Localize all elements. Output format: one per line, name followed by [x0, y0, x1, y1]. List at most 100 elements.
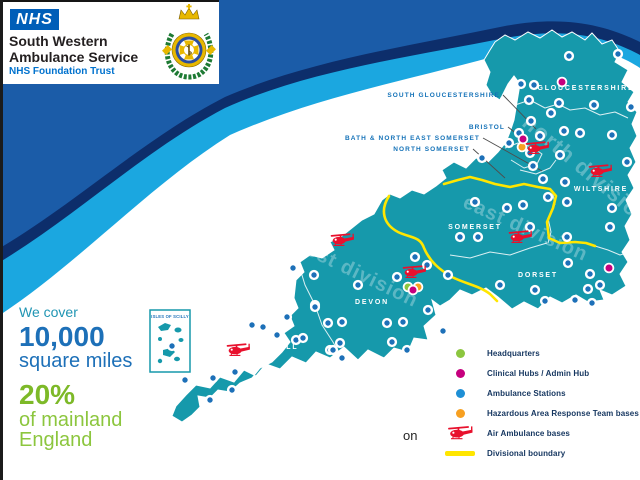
ambulance-station-marker [308, 269, 320, 281]
ambulance-station-marker [534, 130, 546, 142]
ambulance-station-marker [454, 231, 466, 243]
ambulance-station-marker [391, 271, 403, 283]
stat-percent-line1: of mainland [19, 408, 123, 431]
ambulance-station-marker [569, 294, 581, 306]
stat-area-unit: square miles [19, 349, 133, 372]
clinical-hub-marker [407, 284, 419, 296]
ambulance-station-marker [529, 284, 541, 296]
ambulance-station-marker [525, 115, 537, 127]
county-label: CORNWALL [244, 344, 299, 351]
ambulance-station-marker [503, 137, 515, 149]
ambulance-station-marker [553, 97, 565, 109]
ambulance-station-marker [574, 127, 586, 139]
ambulance-station-marker [271, 329, 283, 341]
ambulance-station-marker [309, 301, 321, 313]
ambulance-station-marker [422, 304, 434, 316]
ambulance-station-marker [621, 156, 633, 168]
stat-percent-line2: England [19, 429, 93, 452]
ambulance-station-marker [287, 262, 299, 274]
ambulance-station-marker [386, 336, 398, 348]
ambulance-station-marker [524, 221, 536, 233]
county-label: GLOUCESTERSHIRE [537, 85, 634, 92]
legend-label: Clinical Hubs / Admin Hub [487, 368, 590, 378]
ambulance-station-marker [472, 231, 484, 243]
ambulance-station-marker [352, 279, 364, 291]
clinical-hub-dot-icon [440, 368, 480, 378]
pointer-line [472, 148, 506, 179]
county-label: SOMERSET [448, 224, 502, 231]
stat-percent-value: 20% [19, 379, 76, 411]
area-pointer-label: BRISTOL [469, 124, 505, 131]
map-legend: Headquarters Clinical Hubs / Admin Hub Amb… [440, 343, 640, 463]
ambulance-station-marker [542, 191, 554, 203]
org-subtitle: NHS Foundation Trust [9, 66, 115, 77]
ambulance-station-marker [401, 344, 413, 356]
clinical-hub-marker [517, 133, 529, 145]
ambulance-station-marker [322, 317, 334, 329]
county-label: DORSET [518, 272, 558, 279]
boundary-line-icon [440, 450, 480, 456]
ambulance-station-marker [327, 344, 339, 356]
ambulance-station-marker [476, 152, 488, 164]
ambulance-station-marker [246, 319, 258, 331]
ambulance-station-marker [554, 149, 566, 161]
area-pointer-label: NORTH SOMERSET [393, 146, 470, 153]
county-label: DEVON [355, 299, 389, 306]
ambulance-station-marker [539, 295, 551, 307]
ambulance-station-marker [545, 107, 557, 119]
ambulance-station-marker [528, 79, 540, 91]
ambulance-station-marker [582, 283, 594, 295]
legend-label: Ambulance Stations [487, 388, 566, 398]
ambulance-station-marker [523, 94, 535, 106]
coverage-stats: We cover 10,000 square miles 20% of main… [19, 305, 132, 451]
ambulance-station-marker [397, 316, 409, 328]
inset-title: ISLES OF SCILLY [151, 314, 189, 319]
ambulance-station-marker [588, 99, 600, 111]
ambulance-station-marker [604, 221, 616, 233]
ambulance-station-marker [336, 352, 348, 364]
ambulance-station-marker [204, 394, 216, 406]
headquarters-dot-icon [440, 348, 480, 358]
ambulance-station-marker [437, 325, 449, 337]
landmass [171, 29, 638, 423]
ambulance-station-marker [336, 316, 348, 328]
legend-item: Headquarters [440, 343, 640, 363]
legend-label: Headquarters [487, 348, 540, 358]
ambulance-station-marker [612, 48, 624, 60]
ambulance-station-marker [563, 50, 575, 62]
ambulance-station-marker [561, 196, 573, 208]
isles-of-scilly-inset: ISLES OF SCILLY [149, 309, 191, 373]
ambulance-station-marker [586, 297, 598, 309]
helicopter-icon [440, 425, 480, 441]
ambulance-station-marker [562, 257, 574, 269]
ambulance-station-marker [561, 231, 573, 243]
ambulance-station-marker [594, 279, 606, 291]
ambulance-station-dot-icon [440, 388, 480, 398]
ambulance-station-marker [381, 317, 393, 329]
ambulance-station-marker [226, 384, 238, 396]
screen-left-edge [0, 0, 3, 480]
legend-item: Clinical Hubs / Admin Hub [440, 363, 640, 383]
west-east-boundary [382, 194, 499, 303]
clinical-hub-marker [603, 262, 615, 274]
ambulance-station-marker [166, 340, 178, 352]
divisional-boundaries [382, 175, 597, 303]
ambulance-station-marker [501, 202, 513, 214]
stat-area-value: 10,000 [19, 320, 105, 352]
legend-label: Hazardous Area Response Team bases [487, 408, 639, 418]
legend-item: Hazardous Area Response Team bases [440, 403, 640, 423]
legend-label: Air Ambulance bases [487, 428, 570, 438]
ambulance-station-marker [527, 160, 539, 172]
ambulance-station-marker [297, 332, 309, 344]
nhs-logo: NHS [10, 9, 59, 30]
nhs-logo-text: NHS [16, 11, 53, 28]
ambulance-station-marker [558, 125, 570, 137]
area-pointer-label: BATH & NORTH EAST SOMERSET [345, 135, 480, 142]
ambulance-station-marker [421, 259, 433, 271]
ambulance-station-marker [409, 251, 421, 263]
ambulance-station-marker [442, 269, 454, 281]
ambulance-station-marker [625, 101, 637, 113]
ambulance-station-marker [281, 311, 293, 323]
